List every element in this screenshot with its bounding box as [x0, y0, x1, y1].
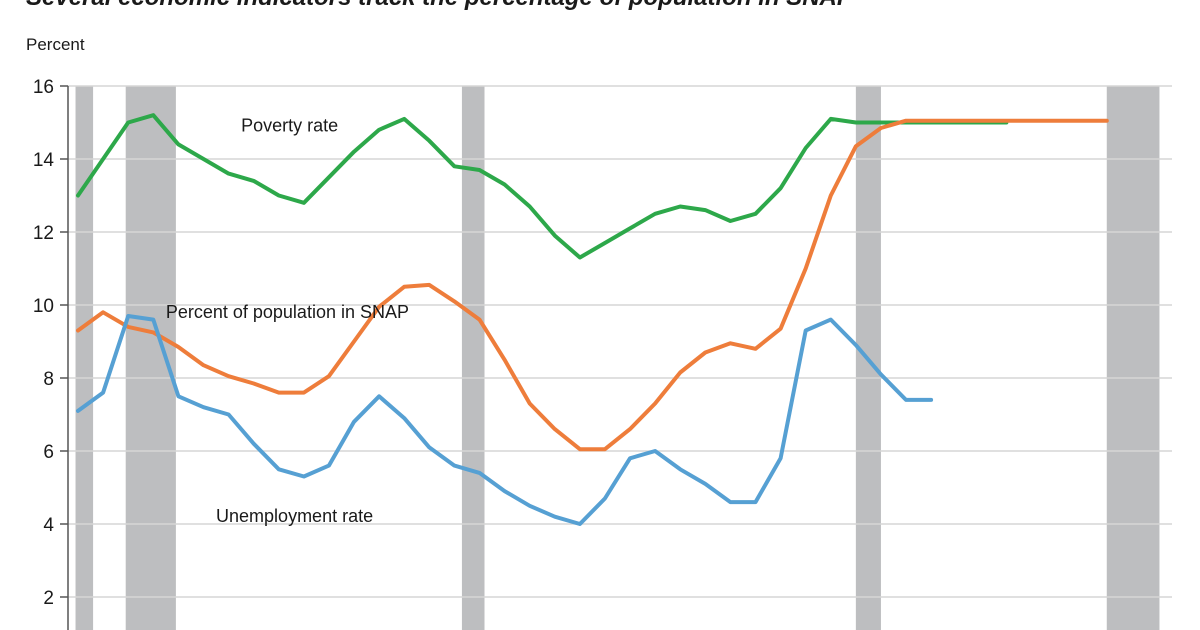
series-label: Unemployment rate [216, 506, 373, 526]
y-tick-labels: 2 4 6 8 10 12 14 16 [33, 77, 68, 609]
recession-band [461, 86, 485, 630]
y-tick-label: 14 [33, 150, 55, 171]
y-tick-label: 8 [43, 369, 54, 390]
y-tick-label: 12 [33, 223, 54, 244]
recession-band [75, 86, 94, 630]
recession-band [1106, 86, 1160, 630]
y-tick-label: 10 [33, 296, 54, 317]
gridlines [68, 85, 1172, 598]
y-axis-label: Percent [26, 35, 85, 54]
series-labels: Poverty rate Percent of population in SNA… [166, 116, 409, 527]
y-tick-label: 16 [33, 77, 54, 98]
recession-band [125, 86, 176, 630]
series-label: Poverty rate [241, 116, 338, 136]
chart-title: Several economic indicators track the pe… [26, 0, 1186, 12]
y-tick-label: 2 [43, 588, 54, 609]
y-tick-label: 4 [43, 515, 54, 536]
series-lines [76, 113, 1109, 526]
recession-shading [75, 86, 1160, 630]
y-tick-label: 6 [43, 442, 54, 463]
series-line-percent-of-population-in-snap [76, 118, 1109, 452]
series-label: Percent of population in SNAP [166, 302, 409, 322]
series-line-unemployment-rate [76, 314, 934, 526]
series-line-poverty-rate [76, 113, 1009, 260]
